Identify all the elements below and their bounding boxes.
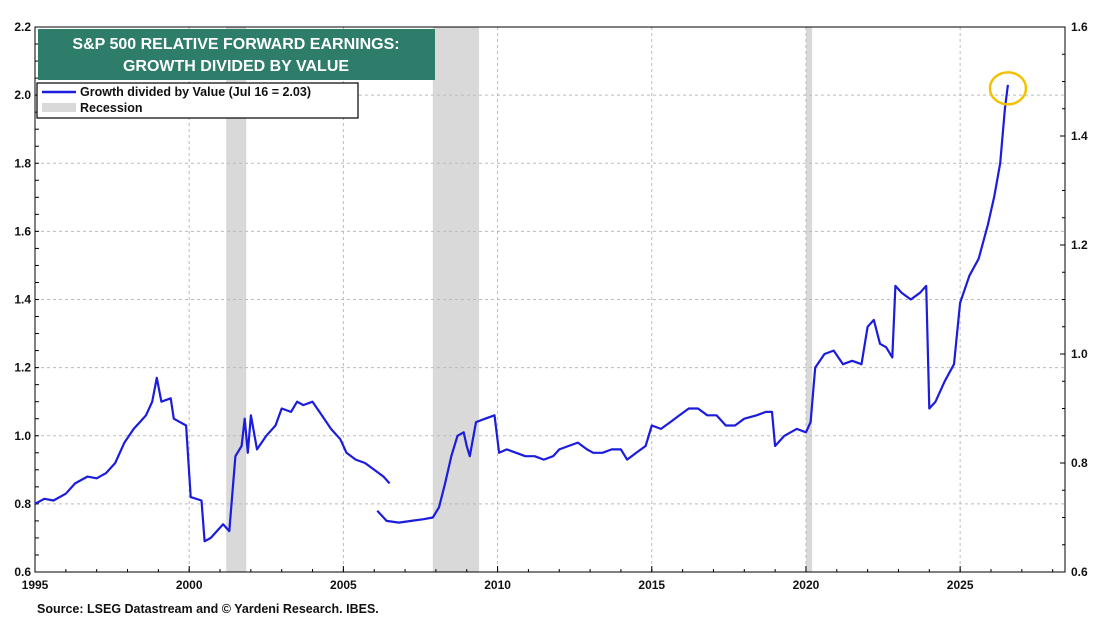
series-line-segment-1 <box>376 84 1009 524</box>
y-right-tick-1.0: 1.0 <box>1071 347 1088 361</box>
series-lines <box>34 84 1009 543</box>
highlight-marker <box>988 71 1028 106</box>
x-tick-2010: 2010 <box>484 578 511 592</box>
legend-box <box>36 82 359 119</box>
series-line-segment-0 <box>34 376 391 543</box>
y-right-tick-1.6: 1.6 <box>1071 20 1088 34</box>
y-left-tick-2.0: 2.0 <box>14 88 31 102</box>
x-tick-1995: 1995 <box>22 578 49 592</box>
axis-tick-labels: 0.6 0.8 1.0 1.2 1.4 1.6 1.8 2.0 2.2 0.6 0.8 1.0 1.2 1… <box>14 20 1088 592</box>
y-right-tick-0.6: 0.6 <box>1071 565 1088 579</box>
y-left-tick-0.6: 0.6 <box>14 565 31 579</box>
x-tick-2020: 2020 <box>793 578 820 592</box>
y-left-tick-1.2: 1.2 <box>14 361 31 375</box>
y-left-tick-1.6: 1.6 <box>14 224 31 238</box>
title-background <box>38 29 435 80</box>
legend-label-series: Growth divided by Value (Jul 16 = 2.03) <box>80 85 311 99</box>
x-tick-2000: 2000 <box>176 578 203 592</box>
y-left-tick-2.2: 2.2 <box>14 20 31 34</box>
tick-marks <box>34 26 1065 573</box>
legend-label-recession: Recession <box>80 101 143 115</box>
legend-recession-swatch <box>42 103 76 112</box>
y-left-tick-1.0: 1.0 <box>14 429 31 443</box>
x-tick-2015: 2015 <box>638 578 665 592</box>
y-left-tick-1.4: 1.4 <box>14 293 31 307</box>
x-tick-2025: 2025 <box>947 578 974 592</box>
y-left-tick-0.8: 0.8 <box>14 497 31 511</box>
source-note: Source: LSEG Datastream and © Yardeni Re… <box>37 602 379 616</box>
y-right-tick-1.2: 1.2 <box>1071 238 1088 252</box>
legend: Growth divided by Value (Jul 16 = 2.03) … <box>36 82 359 119</box>
y-right-tick-1.4: 1.4 <box>1071 129 1088 143</box>
y-right-tick-0.8: 0.8 <box>1071 456 1088 470</box>
x-tick-2005: 2005 <box>330 578 357 592</box>
chart-title: S&P 500 RELATIVE FORWARD EARNINGS: GROWT… <box>38 29 435 80</box>
y-left-tick-1.8: 1.8 <box>14 156 31 170</box>
title-line-2: GROWTH DIVIDED BY VALUE <box>123 58 349 75</box>
highlight-circle <box>988 71 1028 106</box>
title-line-1: S&P 500 RELATIVE FORWARD EARNINGS: <box>72 36 399 53</box>
